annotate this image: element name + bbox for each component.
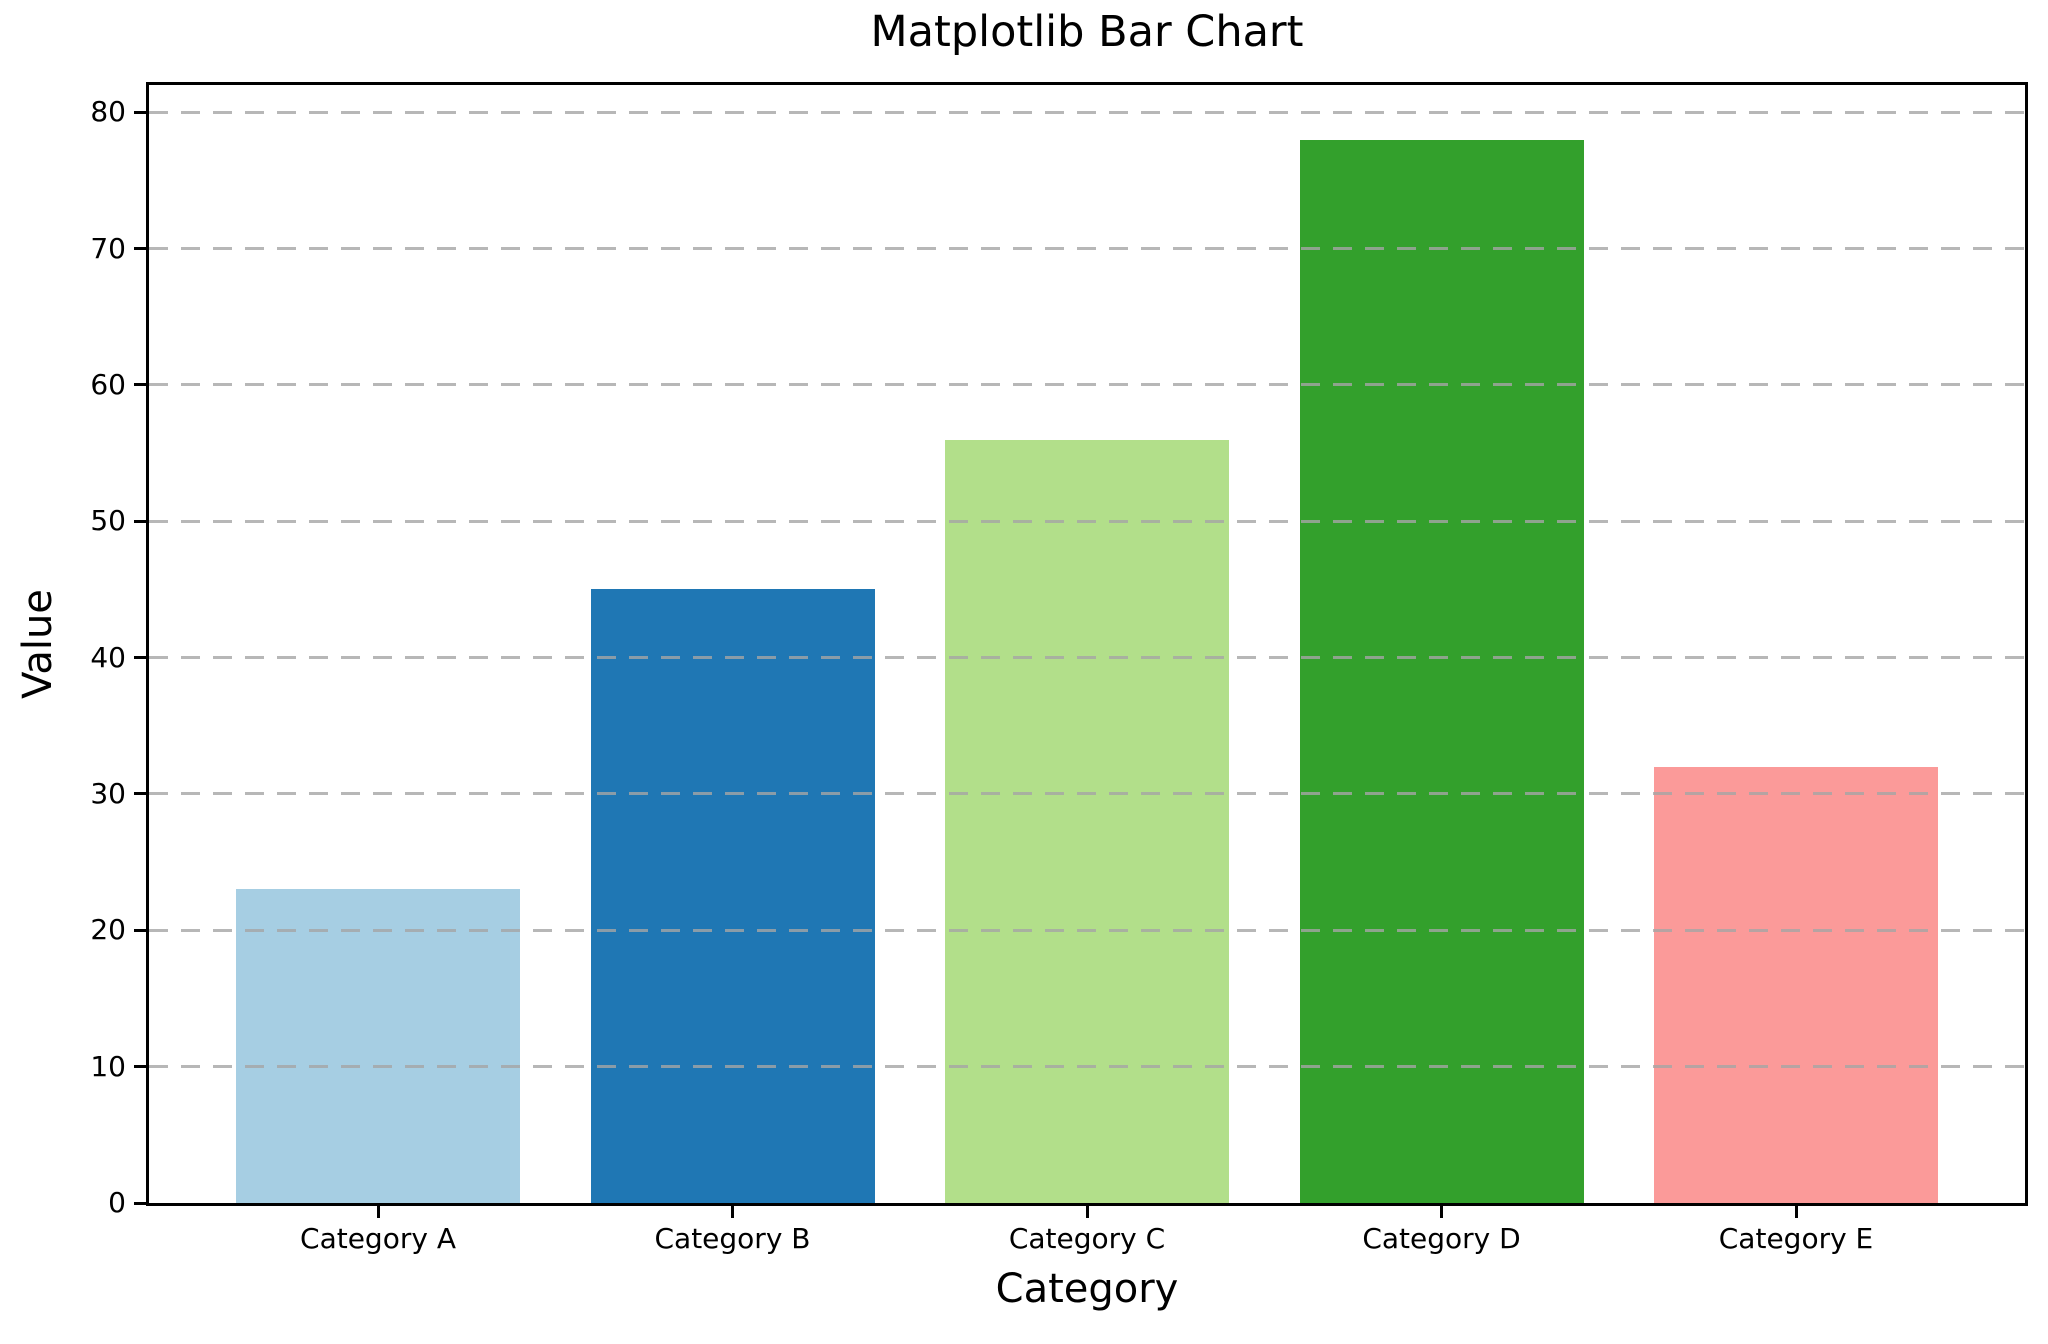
y-tick-label-60: 60	[90, 367, 126, 401]
x-tick-label-category-e: Category E	[1718, 1222, 1874, 1255]
x-tick-label-category-c: Category C	[1008, 1222, 1166, 1255]
y-tick-mark-50	[134, 519, 146, 523]
x-tick-mark-category-d	[1440, 1206, 1443, 1218]
y-tick-label-30: 30	[90, 776, 126, 810]
x-tick-mark-category-c	[1085, 1206, 1089, 1218]
y-tick-mark-80	[134, 110, 146, 114]
x-tick-mark-category-a	[376, 1206, 380, 1218]
y-tick-mark-70	[134, 247, 146, 251]
y-tick-label-10: 10	[90, 1049, 126, 1083]
y-tick-mark-20	[134, 928, 146, 932]
y-tick-mark-10	[134, 1065, 146, 1069]
x-axis-label: Category	[995, 1266, 1179, 1312]
x-tick-label-category-d: Category D	[1362, 1222, 1521, 1255]
gridline-y-70	[149, 247, 2025, 251]
y-tick-label-80: 80	[90, 95, 126, 129]
gridline-y-80	[149, 110, 2025, 114]
y-tick-mark-40	[134, 656, 146, 660]
x-tick-label-category-a: Category A	[300, 1222, 456, 1255]
bar-category-a	[236, 889, 520, 1203]
y-tick-label-50: 50	[90, 504, 126, 538]
y-tick-label-0: 0	[108, 1186, 126, 1219]
y-tick-label-70: 70	[90, 231, 126, 265]
bar-category-e	[1654, 766, 1938, 1203]
y-tick-mark-30	[134, 792, 146, 796]
y-tick-label-20: 20	[90, 913, 126, 947]
gridline-y-60	[149, 383, 2025, 387]
y-tick-mark-60	[134, 383, 146, 387]
chart-title: Matplotlib Bar Chart	[870, 7, 1304, 57]
y-tick-label-40: 40	[90, 640, 126, 674]
x-tick-label-category-b: Category B	[654, 1222, 811, 1255]
bar-category-d	[1299, 139, 1584, 1203]
y-tick-mark-0	[134, 1201, 146, 1205]
bar-category-b	[590, 589, 875, 1203]
bar-category-c	[945, 439, 1229, 1203]
plot-area	[146, 82, 2028, 1206]
x-tick-mark-category-b	[731, 1206, 734, 1218]
x-tick-mark-category-e	[1794, 1206, 1798, 1218]
